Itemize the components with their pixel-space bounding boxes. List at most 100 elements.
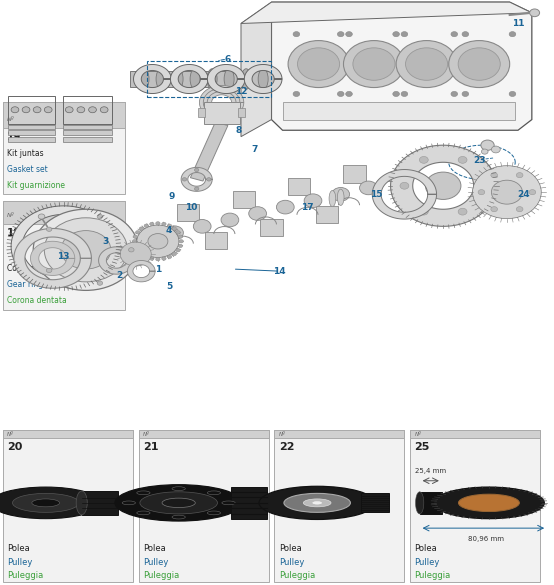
Circle shape [332, 187, 350, 201]
Circle shape [162, 257, 166, 260]
Circle shape [458, 208, 467, 215]
Circle shape [137, 491, 150, 495]
Circle shape [140, 492, 217, 514]
Text: 8: 8 [235, 126, 242, 135]
Text: Pulley: Pulley [7, 558, 33, 567]
Text: Puleggia: Puleggia [414, 572, 450, 580]
Polygon shape [372, 170, 437, 219]
Circle shape [509, 32, 516, 37]
Text: 80,96 mm: 80,96 mm [468, 536, 504, 542]
Circle shape [178, 244, 183, 247]
Polygon shape [241, 2, 271, 137]
Polygon shape [391, 145, 496, 226]
Circle shape [182, 178, 187, 181]
Circle shape [162, 498, 195, 508]
Bar [3, 102, 125, 128]
Circle shape [38, 214, 45, 219]
Text: Puleggia: Puleggia [279, 572, 315, 580]
Circle shape [129, 247, 134, 252]
Circle shape [97, 214, 102, 219]
Circle shape [458, 48, 500, 80]
Bar [238, 108, 245, 118]
Circle shape [530, 9, 540, 16]
Ellipse shape [258, 69, 268, 90]
Circle shape [167, 255, 172, 259]
Ellipse shape [139, 69, 149, 90]
Circle shape [136, 230, 140, 234]
Text: 25: 25 [414, 442, 430, 452]
Circle shape [47, 227, 52, 232]
Circle shape [44, 106, 52, 113]
Circle shape [120, 242, 151, 266]
Circle shape [61, 230, 111, 269]
Circle shape [419, 156, 428, 163]
Text: 11: 11 [512, 19, 524, 28]
Text: 12: 12 [235, 87, 247, 97]
Circle shape [478, 190, 485, 195]
Polygon shape [11, 206, 116, 287]
Circle shape [148, 233, 168, 249]
Ellipse shape [224, 69, 234, 90]
Bar [3, 430, 133, 438]
Text: Nº: Nº [414, 432, 421, 437]
Circle shape [433, 487, 544, 519]
Text: 23: 23 [473, 156, 485, 164]
Text: Polea: Polea [414, 545, 437, 553]
Text: Puleggia: Puleggia [7, 572, 43, 580]
Text: Kit guarnizione: Kit guarnizione [7, 181, 65, 190]
Circle shape [516, 207, 523, 212]
Polygon shape [203, 88, 240, 116]
Ellipse shape [329, 191, 336, 207]
Circle shape [132, 240, 137, 243]
Circle shape [449, 40, 510, 88]
Circle shape [89, 106, 96, 113]
Bar [8, 130, 55, 135]
Circle shape [288, 40, 349, 88]
Bar [3, 102, 125, 194]
Text: 9: 9 [168, 192, 175, 201]
Bar [410, 430, 540, 582]
Polygon shape [244, 64, 282, 94]
Text: 6: 6 [224, 56, 230, 64]
Polygon shape [199, 85, 244, 119]
Circle shape [346, 91, 352, 97]
Ellipse shape [156, 69, 166, 90]
Ellipse shape [76, 491, 88, 515]
Circle shape [473, 166, 541, 219]
Polygon shape [177, 204, 199, 221]
Polygon shape [14, 229, 91, 288]
Circle shape [304, 499, 331, 507]
Polygon shape [207, 64, 245, 94]
Circle shape [139, 252, 143, 256]
Circle shape [491, 207, 497, 212]
Circle shape [312, 501, 322, 504]
Circle shape [337, 32, 344, 37]
Circle shape [207, 511, 220, 515]
Bar [63, 125, 112, 129]
Text: 13: 13 [58, 252, 70, 261]
Circle shape [276, 200, 294, 214]
Circle shape [458, 156, 467, 163]
Polygon shape [207, 91, 236, 113]
Circle shape [139, 227, 143, 230]
Circle shape [297, 48, 340, 80]
Text: 10: 10 [185, 202, 197, 212]
Polygon shape [288, 178, 310, 195]
Circle shape [100, 106, 108, 113]
Circle shape [337, 91, 344, 97]
Ellipse shape [337, 189, 344, 205]
Text: Polea: Polea [279, 545, 301, 553]
Circle shape [32, 499, 59, 507]
Circle shape [176, 230, 180, 234]
Text: 15: 15 [371, 190, 383, 199]
Bar [420, 492, 442, 514]
Circle shape [122, 501, 136, 505]
Circle shape [462, 32, 469, 37]
Bar [63, 130, 112, 135]
Text: 18: 18 [7, 229, 21, 239]
Text: Nº: Nº [279, 432, 285, 437]
Ellipse shape [190, 69, 200, 90]
Bar [232, 487, 268, 519]
Circle shape [360, 181, 377, 195]
Circle shape [12, 493, 79, 512]
